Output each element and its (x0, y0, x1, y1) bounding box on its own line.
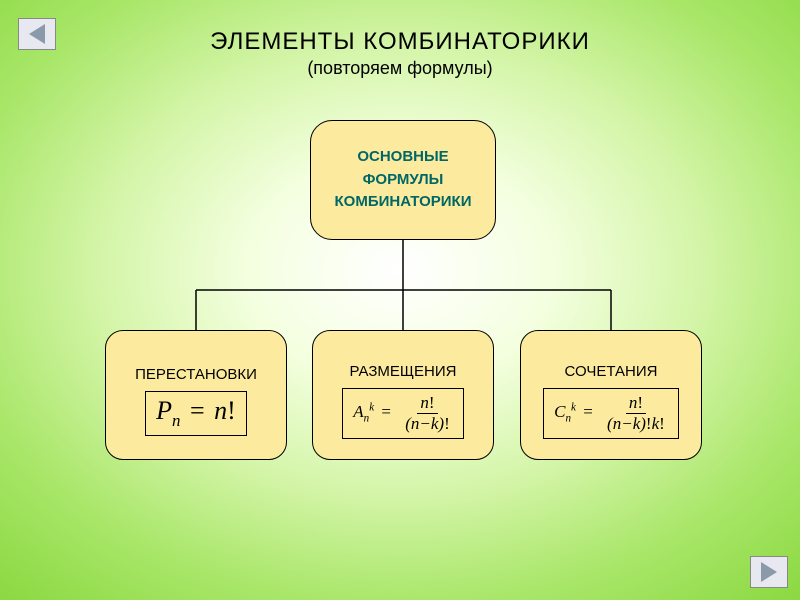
sub-n: n (172, 411, 180, 430)
connector-lines (0, 0, 800, 600)
child-box-combinations: СОЧЕТАНИЯ Cnk = n! (n−k)!k! (520, 330, 702, 460)
root-text: ОСНОВНЫЕ ФОРМУЛЫ КОМБИНАТОРИКИ (335, 146, 472, 214)
child-label-arrangements: РАЗМЕЩЕНИЯ (350, 363, 457, 380)
sub-n2: n (364, 413, 370, 425)
root-line-3: КОМБИНАТОРИКИ (335, 191, 472, 214)
sym-A: A (353, 402, 363, 421)
formula-permutations: Pn = n! (145, 391, 247, 436)
slide-content: ЭЛЕМЕНТЫ КОМБИНАТОРИКИ (повторяем формул… (0, 0, 800, 600)
root-line-2: ФОРМУЛЫ (335, 169, 472, 192)
formula-combinations: Cnk = n! (n−k)!k! (543, 388, 679, 438)
title-block: ЭЛЕМЕНТЫ КОМБИНАТОРИКИ (повторяем формул… (0, 28, 800, 79)
root-line-1: ОСНОВНЫЕ (335, 146, 472, 169)
root-box: ОСНОВНЫЕ ФОРМУЛЫ КОМБИНАТОРИКИ (310, 120, 496, 240)
arrow-right-icon (761, 562, 777, 582)
sup-k: k (369, 402, 374, 414)
child-box-permutations: ПЕРЕСТАНОВКИ Pn = n! (105, 330, 287, 460)
child-box-arrangements: РАЗМЕЩЕНИЯ Ank = n! (n−k)! (312, 330, 494, 460)
nav-forward-button[interactable] (750, 556, 788, 588)
sub-n3: n (566, 413, 572, 425)
child-label-combinations: СОЧЕТАНИЯ (565, 363, 658, 380)
child-label-permutations: ПЕРЕСТАНОВКИ (135, 366, 257, 383)
sym-P: P (156, 396, 172, 425)
sym-C: C (554, 402, 565, 421)
page-title: ЭЛЕМЕНТЫ КОМБИНАТОРИКИ (0, 28, 800, 56)
sup-k2: k (571, 402, 576, 414)
formula-arrangements: Ank = n! (n−k)! (342, 388, 463, 438)
page-subtitle: (повторяем формулы) (0, 58, 800, 79)
